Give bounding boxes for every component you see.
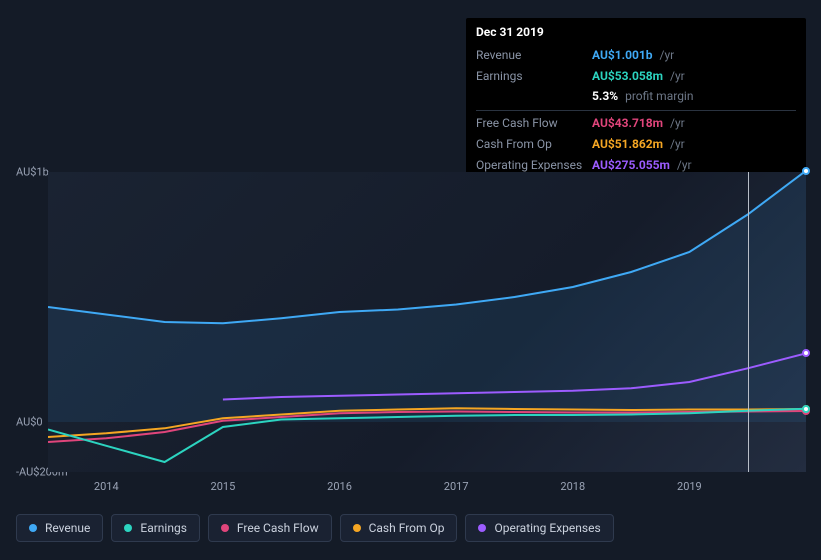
legend-item-label: Earnings bbox=[140, 521, 187, 535]
x-tick-label: 2019 bbox=[677, 480, 702, 493]
plot-area[interactable] bbox=[48, 172, 806, 472]
legend-dot-icon bbox=[478, 524, 486, 532]
tooltip-row-revenue: RevenueAU$1.001b /yr bbox=[476, 45, 796, 66]
x-tick-label: 2017 bbox=[444, 480, 469, 493]
tooltip-row-label bbox=[476, 88, 592, 105]
legend-item-label: Cash From Op bbox=[369, 521, 445, 535]
series-end-dot-earnings bbox=[802, 405, 810, 413]
x-tick-label: 2014 bbox=[94, 480, 119, 493]
hover-crosshair bbox=[748, 172, 749, 472]
tooltip-row-value: AU$1.001b /yr bbox=[592, 47, 674, 64]
tooltip-date: Dec 31 2019 bbox=[476, 24, 796, 41]
series-area-revenue bbox=[48, 172, 806, 422]
legend-item-operating_expenses[interactable]: Operating Expenses bbox=[465, 514, 613, 542]
legend-dot-icon bbox=[221, 524, 229, 532]
legend-dot-icon bbox=[29, 524, 37, 532]
x-tick-label: 2015 bbox=[211, 480, 236, 493]
series-end-dot-revenue bbox=[802, 167, 810, 175]
tooltip-row-label: Earnings bbox=[476, 68, 592, 85]
legend-dot-icon bbox=[353, 524, 361, 532]
legend-item-cash_from_op[interactable]: Cash From Op bbox=[340, 514, 458, 542]
legend: Revenue Earnings Free Cash Flow Cash From O… bbox=[16, 514, 614, 542]
tooltip-row-label: Revenue bbox=[476, 47, 592, 64]
legend-item-label: Free Cash Flow bbox=[237, 521, 319, 535]
tooltip-row-profit_margin: 5.3% profit margin bbox=[476, 86, 796, 107]
legend-item-earnings[interactable]: Earnings bbox=[111, 514, 200, 542]
legend-item-label: Operating Expenses bbox=[494, 521, 600, 535]
y-tick-label: AU$0 bbox=[16, 416, 43, 429]
tooltip-row-label: Free Cash Flow bbox=[476, 115, 592, 132]
x-tick-label: 2018 bbox=[560, 480, 585, 493]
series-end-dot-operating_expenses bbox=[802, 349, 810, 357]
tooltip-row-value: AU$53.058m /yr bbox=[592, 68, 685, 85]
legend-item-free_cash_flow[interactable]: Free Cash Flow bbox=[208, 514, 332, 542]
chart: AU$1bAU$0-AU$200m 2014201520162017201820… bbox=[16, 150, 806, 500]
tooltip-row-value: AU$43.718m /yr bbox=[592, 115, 685, 132]
tooltip-row-earnings: EarningsAU$53.058m /yr bbox=[476, 66, 796, 87]
tooltip-row-value: 5.3% profit margin bbox=[592, 88, 693, 105]
legend-item-revenue[interactable]: Revenue bbox=[16, 514, 103, 542]
legend-item-label: Revenue bbox=[45, 521, 90, 535]
y-tick-label: AU$1b bbox=[16, 166, 49, 179]
series-svg bbox=[48, 172, 806, 472]
tooltip-row-free_cash_flow: Free Cash FlowAU$43.718m /yr bbox=[476, 110, 796, 134]
x-axis: 2014 2015 2016 2017 2018 2019 bbox=[48, 480, 806, 500]
legend-dot-icon bbox=[124, 524, 132, 532]
x-tick-label: 2016 bbox=[327, 480, 352, 493]
